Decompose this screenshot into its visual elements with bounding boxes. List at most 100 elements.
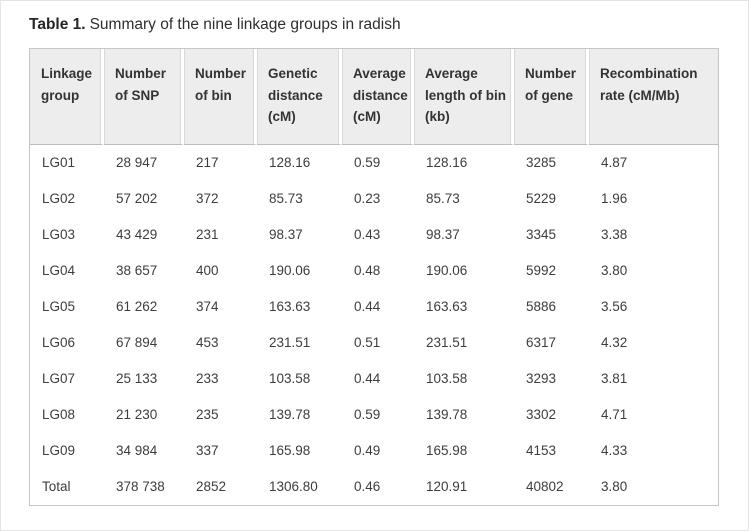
table-cell: 0.23 <box>354 191 381 206</box>
table-cell: 3302 <box>526 407 557 422</box>
row-label: LG01 <box>42 155 76 170</box>
table-cell: 3285 <box>526 155 557 170</box>
table-cell: 3.80 <box>601 263 628 278</box>
table-cell: 1.96 <box>601 191 628 206</box>
table-cell: 3.80 <box>601 479 628 494</box>
table-cell: 0.51 <box>354 335 381 350</box>
table-row-lg05: LG05 61 262 374 163.63 0.44 163.63 5886 3.56 <box>30 289 718 325</box>
table-header-row: Linkage group Number of SNP Number of bin G… <box>30 49 718 145</box>
table-cell: 3293 <box>526 371 557 386</box>
table-cell: 21 230 <box>116 407 158 422</box>
column-header-6: Average length of bin (kb) <box>414 49 514 145</box>
table-cell: 5886 <box>526 299 557 314</box>
table-cell: 0.49 <box>354 443 381 458</box>
table-cell: 378 738 <box>116 479 165 494</box>
table-cell: 5992 <box>526 263 557 278</box>
table-cell: 3.38 <box>601 227 628 242</box>
table-row-lg04: LG04 38 657 400 190.06 0.48 190.06 5992 3.80 <box>30 253 718 289</box>
table-row-lg06: LG06 67 894 453 231.51 0.51 231.51 6317 4.32 <box>30 325 718 361</box>
table-row-lg01: LG01 28 947 217 128.16 0.59 128.16 3285 4.87 <box>30 145 718 181</box>
table-cell: 3345 <box>526 227 557 242</box>
table-cell: 1306.80 <box>269 479 318 494</box>
table-cell: 128.16 <box>269 155 311 170</box>
table-caption-text: Summary of the nine linkage groups in ra… <box>89 16 401 33</box>
row-label: LG08 <box>42 407 76 422</box>
table-cell: 61 262 <box>116 299 158 314</box>
table-cell: 4.33 <box>601 443 628 458</box>
table-cell: 4.32 <box>601 335 628 350</box>
table-cell: 25 133 <box>116 371 158 386</box>
table-cell: 28 947 <box>116 155 158 170</box>
column-header-2: Number of SNP <box>104 49 184 145</box>
table-cell: 3.81 <box>601 371 628 386</box>
table-cell: 374 <box>196 299 219 314</box>
table-cell: 0.44 <box>354 299 381 314</box>
column-header-5: Average distance (cM) <box>342 49 414 145</box>
table-cell: 372 <box>196 191 219 206</box>
table-caption: Table 1. Summary of the nine linkage grou… <box>29 14 748 35</box>
table-cell: 34 984 <box>116 443 158 458</box>
table-cell: 3.56 <box>601 299 628 314</box>
table-cell: 4153 <box>526 443 557 458</box>
table-cell: 163.63 <box>426 299 468 314</box>
table-cell: 128.16 <box>426 155 468 170</box>
table-cell: 337 <box>196 443 219 458</box>
table-cell: 4.71 <box>601 407 628 422</box>
table-cell: 231 <box>196 227 219 242</box>
table-row-lg02: LG02 57 202 372 85.73 0.23 85.73 5229 1.96 <box>30 181 718 217</box>
row-label: Total <box>42 479 71 494</box>
table-cell: 0.59 <box>354 155 381 170</box>
table-cell: 190.06 <box>426 263 468 278</box>
table-header: Linkage group Number of SNP Number of bin G… <box>30 49 718 145</box>
row-label: LG05 <box>42 299 76 314</box>
table-row-total: Total 378 738 2852 1306.80 0.46 120.91 40802 3.… <box>30 469 718 505</box>
table-cell: 67 894 <box>116 335 158 350</box>
table-cell: 217 <box>196 155 219 170</box>
table-cell: 453 <box>196 335 219 350</box>
table-cell: 120.91 <box>426 479 468 494</box>
table-cell: 139.78 <box>426 407 468 422</box>
table-cell: 190.06 <box>269 263 311 278</box>
table-cell: 5229 <box>526 191 557 206</box>
column-header-8: Recombination rate (cM/Mb) <box>589 49 718 145</box>
table-row-lg08: LG08 21 230 235 139.78 0.59 139.78 3302 4.71 <box>30 397 718 433</box>
table-caption-label: Table 1. <box>29 16 86 33</box>
table-row-lg07: LG07 25 133 233 103.58 0.44 103.58 3293 3.81 <box>30 361 718 397</box>
table-cell: 98.37 <box>426 227 460 242</box>
row-label: LG07 <box>42 371 76 386</box>
row-label: LG06 <box>42 335 76 350</box>
table-cell: 0.59 <box>354 407 381 422</box>
row-label: LG04 <box>42 263 76 278</box>
table-cell: 0.46 <box>354 479 381 494</box>
table-cell: 43 429 <box>116 227 158 242</box>
table-cell: 233 <box>196 371 219 386</box>
column-header-7: Number of gene <box>514 49 589 145</box>
table-cell: 0.43 <box>354 227 381 242</box>
table-cell: 38 657 <box>116 263 158 278</box>
table-body: LG01 28 947 217 128.16 0.59 128.16 3285 4.87 LG0… <box>30 145 718 505</box>
column-header-4: Genetic distance (cM) <box>257 49 342 145</box>
table-cell: 231.51 <box>426 335 468 350</box>
column-header-1: Linkage group <box>30 49 104 145</box>
row-label: LG09 <box>42 443 76 458</box>
table-cell: 6317 <box>526 335 557 350</box>
table-cell: 40802 <box>526 479 564 494</box>
table-cell: 2852 <box>196 479 227 494</box>
table-cell: 163.63 <box>269 299 311 314</box>
table-row-lg09: LG09 34 984 337 165.98 0.49 165.98 4153 4.33 <box>30 433 718 469</box>
table-cell: 4.87 <box>601 155 628 170</box>
table-cell: 85.73 <box>269 191 303 206</box>
table-cell: 57 202 <box>116 191 158 206</box>
table-cell: 165.98 <box>426 443 468 458</box>
table-cell: 98.37 <box>269 227 303 242</box>
table-cell: 231.51 <box>269 335 311 350</box>
table-cell: 103.58 <box>269 371 311 386</box>
table-cell: 235 <box>196 407 219 422</box>
table-cell: 0.48 <box>354 263 381 278</box>
column-header-3: Number of bin <box>184 49 257 145</box>
table-row-lg03: LG03 43 429 231 98.37 0.43 98.37 3345 3.38 <box>30 217 718 253</box>
table-cell: 400 <box>196 263 219 278</box>
linkage-groups-table: Linkage group Number of SNP Number of bin G… <box>29 48 719 506</box>
table-cell: 165.98 <box>269 443 311 458</box>
